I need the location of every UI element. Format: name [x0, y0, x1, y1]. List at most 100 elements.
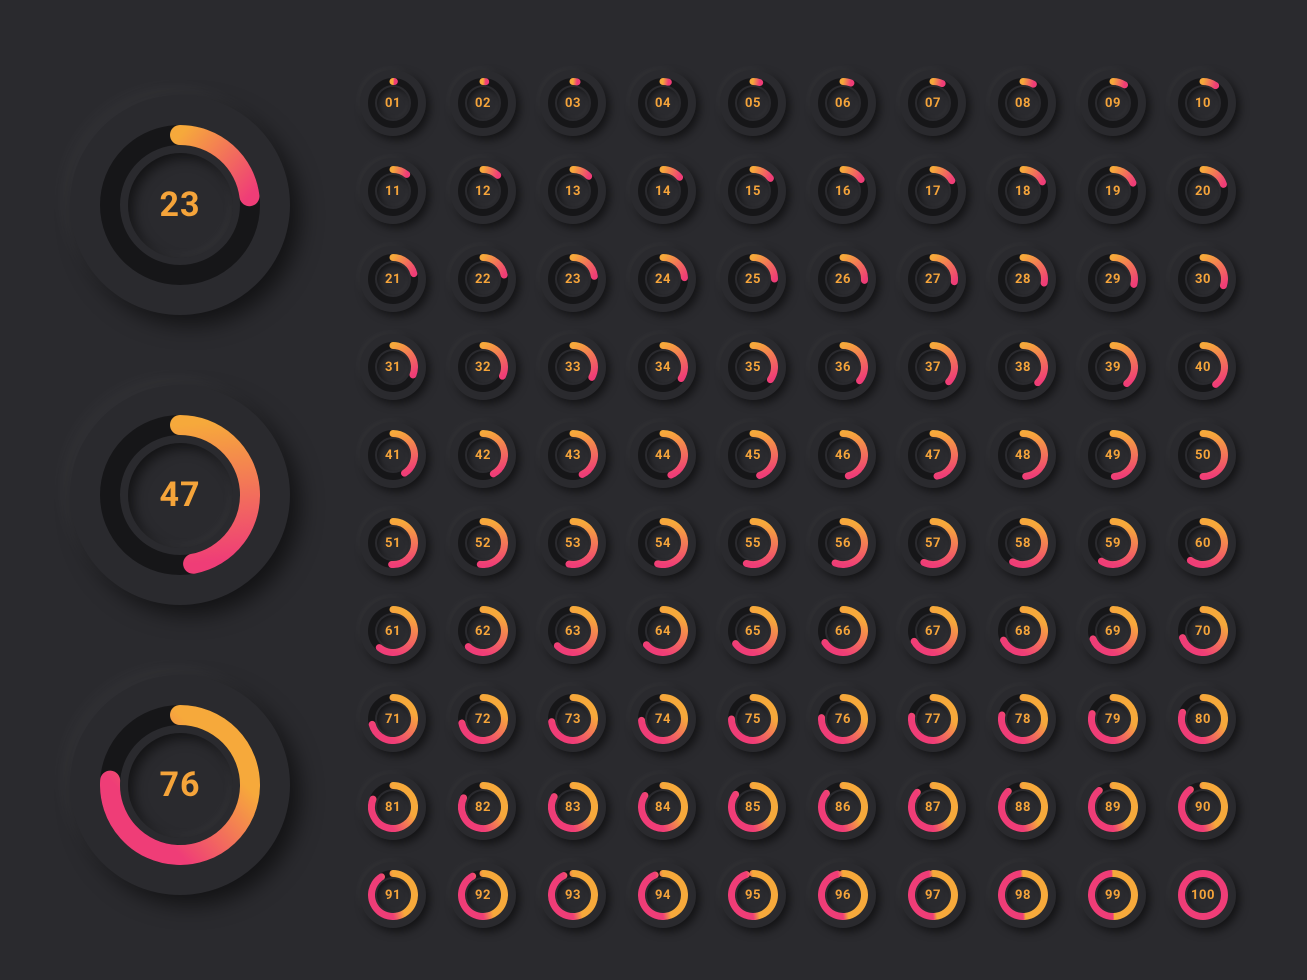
dial-center: 89 [1097, 791, 1129, 823]
dial-value: 22 [475, 272, 491, 287]
dial-value: 40 [1195, 360, 1211, 375]
dial-value: 79 [1105, 712, 1121, 727]
dial-value: 31 [385, 360, 401, 375]
small-dial: 17 [900, 158, 966, 224]
small-dial: 81 [360, 774, 426, 840]
dial-center: 73 [557, 703, 589, 735]
dial-value: 78 [1015, 712, 1031, 727]
dial-center: 59 [1097, 527, 1129, 559]
dial-value: 60 [1195, 536, 1211, 551]
dial-center: 44 [647, 439, 679, 471]
dial-center: 46 [827, 439, 859, 471]
small-dial-grid: 01 02 03 [360, 0, 1307, 980]
dial-center: 36 [827, 351, 859, 383]
small-dial: 100 [1170, 862, 1236, 928]
small-dial: 82 [450, 774, 516, 840]
small-dial: 32 [450, 334, 516, 400]
small-dial: 19 [1080, 158, 1146, 224]
dial-center: 06 [827, 87, 859, 119]
dial-center: 43 [557, 439, 589, 471]
dial-center: 61 [377, 615, 409, 647]
dial-value: 08 [1015, 96, 1031, 111]
small-dial: 24 [630, 246, 696, 312]
small-dial: 05 [720, 70, 786, 136]
small-dial: 66 [810, 598, 876, 664]
dial-center: 81 [377, 791, 409, 823]
dial-value: 75 [745, 712, 761, 727]
dial-center: 12 [467, 175, 499, 207]
dial-value: 63 [565, 624, 581, 639]
dial-center: 47 [917, 439, 949, 471]
dial-value: 34 [655, 360, 671, 375]
small-dial: 94 [630, 862, 696, 928]
dial-value: 52 [475, 536, 491, 551]
small-dial: 48 [990, 422, 1056, 488]
dial-value: 55 [745, 536, 761, 551]
dial-value: 72 [475, 712, 491, 727]
dial-value: 23 [159, 185, 200, 225]
dial-center: 45 [737, 439, 769, 471]
dial-center: 76 [128, 733, 233, 838]
small-dial: 09 [1080, 70, 1146, 136]
dial-center: 62 [467, 615, 499, 647]
dial-value: 57 [925, 536, 941, 551]
dial-value: 56 [835, 536, 851, 551]
dial-center: 85 [737, 791, 769, 823]
dial-value: 13 [565, 184, 581, 199]
dial-center: 02 [467, 87, 499, 119]
small-dial: 33 [540, 334, 606, 400]
dial-center: 48 [1007, 439, 1039, 471]
small-dial: 04 [630, 70, 696, 136]
dial-value: 81 [385, 800, 401, 815]
dial-center: 26 [827, 263, 859, 295]
dial-value: 58 [1015, 536, 1031, 551]
dial-center: 23 [128, 153, 233, 258]
small-dial: 27 [900, 246, 966, 312]
small-dial: 35 [720, 334, 786, 400]
small-dial: 54 [630, 510, 696, 576]
dial-value: 09 [1105, 96, 1121, 111]
small-dial: 52 [450, 510, 516, 576]
small-dial: 53 [540, 510, 606, 576]
dial-center: 57 [917, 527, 949, 559]
large-dial: 23 [70, 95, 290, 315]
dial-center: 74 [647, 703, 679, 735]
dial-center: 51 [377, 527, 409, 559]
dial-value: 04 [655, 96, 671, 111]
small-dial: 80 [1170, 686, 1236, 752]
small-dial: 62 [450, 598, 516, 664]
dial-value: 51 [385, 536, 401, 551]
small-dial: 77 [900, 686, 966, 752]
dial-value: 93 [565, 888, 581, 903]
small-dial: 59 [1080, 510, 1146, 576]
small-dial: 69 [1080, 598, 1146, 664]
dial-value: 03 [565, 96, 581, 111]
small-dial: 07 [900, 70, 966, 136]
dial-value: 05 [745, 96, 761, 111]
dial-value: 77 [925, 712, 941, 727]
small-dial: 93 [540, 862, 606, 928]
dial-value: 65 [745, 624, 761, 639]
small-dial: 23 [540, 246, 606, 312]
dial-center: 21 [377, 263, 409, 295]
dial-value: 27 [925, 272, 941, 287]
dial-value: 99 [1105, 888, 1121, 903]
dial-value: 23 [565, 272, 581, 287]
dial-value: 24 [655, 272, 671, 287]
dial-value: 45 [745, 448, 761, 463]
small-dial: 58 [990, 510, 1056, 576]
dial-center: 69 [1097, 615, 1129, 647]
small-dial: 71 [360, 686, 426, 752]
dial-value: 96 [835, 888, 851, 903]
dial-center: 01 [377, 87, 409, 119]
small-dial: 03 [540, 70, 606, 136]
large-dial-column: 23 47 76 [0, 0, 360, 980]
dial-center: 53 [557, 527, 589, 559]
dial-center: 76 [827, 703, 859, 735]
dial-center: 68 [1007, 615, 1039, 647]
dial-value: 89 [1105, 800, 1121, 815]
small-dial: 01 [360, 70, 426, 136]
dial-value: 71 [385, 712, 401, 727]
dial-value: 50 [1195, 448, 1211, 463]
small-dial: 60 [1170, 510, 1236, 576]
